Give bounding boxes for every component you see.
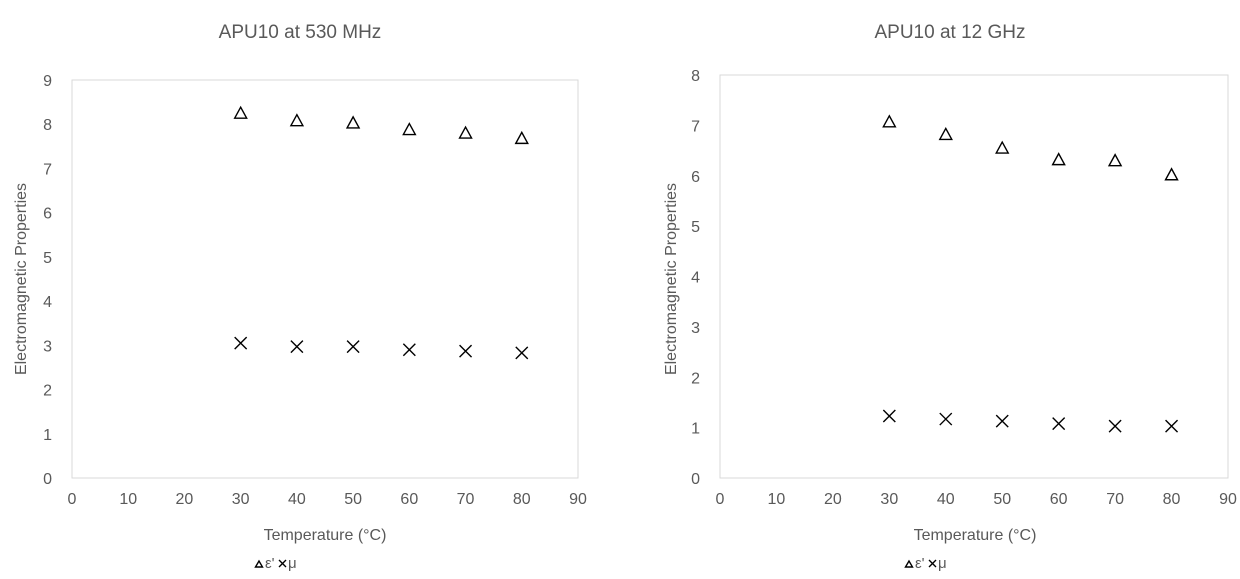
- y-tick-label: 0: [691, 471, 700, 488]
- x-tick-label: 60: [1050, 491, 1068, 508]
- mu-point: [402, 343, 416, 357]
- y-tick-label: 9: [43, 73, 52, 90]
- chart-title: APU10 at 12 GHz: [874, 22, 1025, 43]
- y-axis-label: Electromagnetic Properties: [663, 183, 680, 375]
- x-tick-label: 20: [176, 491, 194, 508]
- x-tick-label: 90: [569, 491, 587, 508]
- mu-point: [995, 414, 1009, 428]
- legend: ε' μ: [904, 555, 947, 572]
- x-tick-label: 10: [119, 491, 137, 508]
- x-tick-label: 30: [232, 491, 250, 508]
- x-tick-label: 50: [993, 491, 1011, 508]
- x-tick-label: 80: [1163, 491, 1181, 508]
- mu-point: [882, 409, 896, 423]
- chart-title: APU10 at 530 MHz: [219, 22, 382, 43]
- mu-point: [459, 344, 473, 358]
- x-tick-label: 30: [880, 491, 898, 508]
- y-tick-label: 5: [43, 250, 52, 267]
- epsilon-point: [882, 114, 897, 128]
- x-tick-label: 70: [1106, 491, 1124, 508]
- epsilon-point: [1107, 153, 1123, 167]
- epsilon-point: [233, 105, 248, 119]
- y-tick-label: 6: [43, 206, 52, 223]
- mu-point: [234, 336, 248, 350]
- plot-area: [71, 79, 579, 479]
- y-axis-label: Electromagnetic Properties: [13, 183, 30, 375]
- epsilon-point: [345, 115, 361, 129]
- y-tick-label: 8: [691, 68, 700, 85]
- x-tick-label: 10: [768, 491, 786, 508]
- legend-x-icon: [928, 559, 937, 568]
- epsilon-point: [995, 140, 1010, 154]
- x-tick-label: 0: [716, 491, 725, 508]
- epsilon-point: [289, 113, 305, 127]
- mu-point: [515, 346, 529, 360]
- x-tick-label: 80: [513, 491, 531, 508]
- epsilon-point: [1164, 167, 1179, 181]
- y-tick-label: 4: [43, 294, 52, 311]
- x-tick-label: 50: [344, 491, 362, 508]
- epsilon-point: [402, 122, 417, 136]
- legend-label-mu: μ: [288, 555, 297, 572]
- mu-point: [1165, 419, 1179, 433]
- y-tick-label: 5: [691, 219, 700, 236]
- y-tick-label: 4: [691, 270, 700, 287]
- y-tick-label: 8: [43, 117, 52, 134]
- x-tick-label: 90: [1219, 491, 1237, 508]
- mu-point: [1108, 419, 1122, 433]
- legend-label-epsilon: ε': [915, 555, 925, 572]
- x-tick-label: 60: [400, 491, 418, 508]
- mu-point: [939, 412, 953, 426]
- x-axis-label: Temperature (°C): [914, 527, 1037, 544]
- chart-apu10-12ghz: APU10 at 12 GHz 0 1 2 3 4 5 6 7 8 0 10 20 30 40 50 60 7…: [663, 22, 1237, 572]
- x-tick-label: 70: [457, 491, 475, 508]
- y-tick-label: 1: [43, 427, 52, 444]
- y-tick-label: 3: [43, 338, 52, 355]
- chart-apu10-530mhz: APU10 at 530 MHz 0 1 2 3 4 5 6 7 8 9 0 10 20 30 40 50 6…: [13, 22, 587, 572]
- mu-point: [1052, 417, 1066, 431]
- epsilon-point: [938, 126, 953, 141]
- y-tick-label: 3: [691, 320, 700, 337]
- legend-triangle-icon: [254, 559, 264, 568]
- legend-triangle-icon: [904, 559, 914, 568]
- y-tick-label: 0: [43, 471, 52, 488]
- y-tick-label: 6: [691, 169, 700, 186]
- legend-x-icon: [278, 559, 287, 568]
- x-tick-label: 40: [288, 491, 306, 508]
- y-tick-label: 2: [691, 370, 700, 387]
- mu-point: [290, 340, 304, 354]
- epsilon-point: [514, 130, 529, 145]
- x-axis-label: Temperature (°C): [264, 527, 387, 544]
- mu-point: [346, 340, 360, 354]
- x-tick-label: 40: [937, 491, 955, 508]
- x-tick-label: 0: [68, 491, 77, 508]
- plot-area: [719, 74, 1229, 479]
- legend-label-epsilon: ε': [265, 555, 275, 572]
- y-tick-label: 7: [691, 118, 700, 135]
- legend: ε' μ: [254, 555, 297, 572]
- y-tick-label: 1: [691, 421, 700, 438]
- y-tick-label: 2: [43, 383, 52, 400]
- epsilon-point: [1051, 152, 1066, 166]
- x-tick-label: 20: [824, 491, 842, 508]
- y-tick-label: 7: [43, 161, 52, 178]
- legend-label-mu: μ: [938, 555, 947, 572]
- epsilon-point: [458, 125, 473, 139]
